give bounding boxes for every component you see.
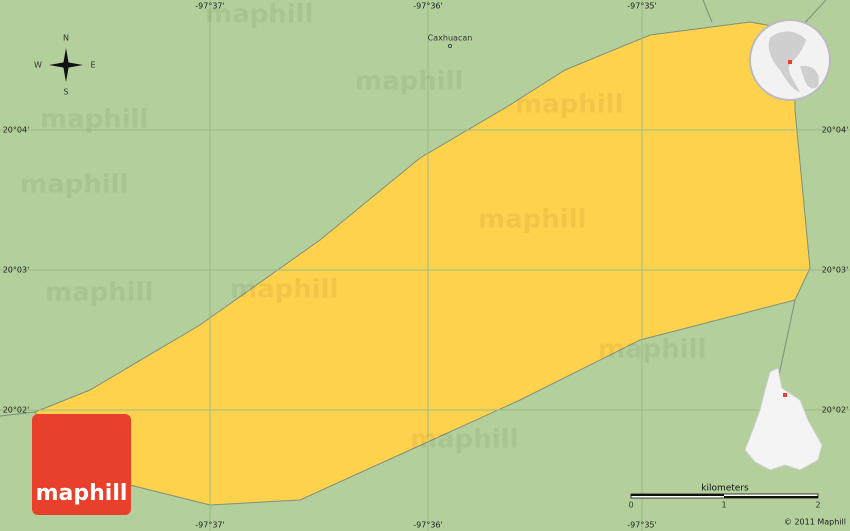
longitude-label: -97°35' [627, 521, 656, 530]
watermark: maphill [515, 90, 624, 120]
state-inset [744, 367, 823, 471]
longitude-label: -97°37' [195, 2, 224, 11]
place: Caxhuacan [428, 34, 473, 49]
compass-s: S [63, 88, 68, 97]
watermarks: maphill maphill maphill maphill maphill … [20, 0, 707, 455]
compass: N S E W [34, 34, 95, 97]
coordinate-labels: -97°37' -97°36' -97°35' -97°37' -97°36' … [3, 2, 849, 530]
latitude-label: 20°02' [822, 406, 849, 415]
place-label: Caxhuacan [428, 34, 473, 43]
watermark: maphill [45, 278, 154, 308]
watermark: maphill [478, 205, 587, 235]
compass-w: W [34, 61, 42, 70]
scale-tick: 2 [815, 501, 820, 510]
longitude-label: -97°35' [627, 2, 656, 11]
logo-text: maphill [36, 481, 128, 506]
scale-unit: kilometers [701, 484, 749, 494]
logo: maphill [32, 414, 131, 515]
compass-e: E [90, 61, 95, 70]
latitude-label: 20°03' [822, 266, 849, 275]
globe [749, 19, 831, 101]
watermark: maphill [40, 105, 149, 135]
compass-n: N [63, 34, 69, 43]
scale-tick: 1 [721, 501, 726, 510]
watermark: maphill [410, 425, 519, 455]
longitude-label: -97°36' [413, 521, 442, 530]
scale-bar: kilometers 0 1 2 [628, 484, 820, 510]
place-dot [447, 44, 452, 49]
watermark: maphill [598, 335, 707, 365]
watermark: maphill [205, 0, 314, 30]
boundaries [0, 0, 827, 417]
region [34, 21, 811, 506]
latitude-label: 20°04' [822, 126, 849, 135]
longitude-label: -97°36' [413, 2, 442, 11]
latitude-label: 20°03' [3, 266, 30, 275]
watermark: maphill [20, 170, 129, 200]
copyright: © 2011 Maphill [784, 518, 846, 527]
watermark: maphill [230, 275, 339, 305]
scale-tick: 0 [628, 501, 633, 510]
longitude-label: -97°37' [195, 521, 224, 530]
latitude-label: 20°02' [3, 406, 30, 415]
latitude-label: 20°04' [3, 126, 30, 135]
watermark: maphill [355, 67, 464, 97]
